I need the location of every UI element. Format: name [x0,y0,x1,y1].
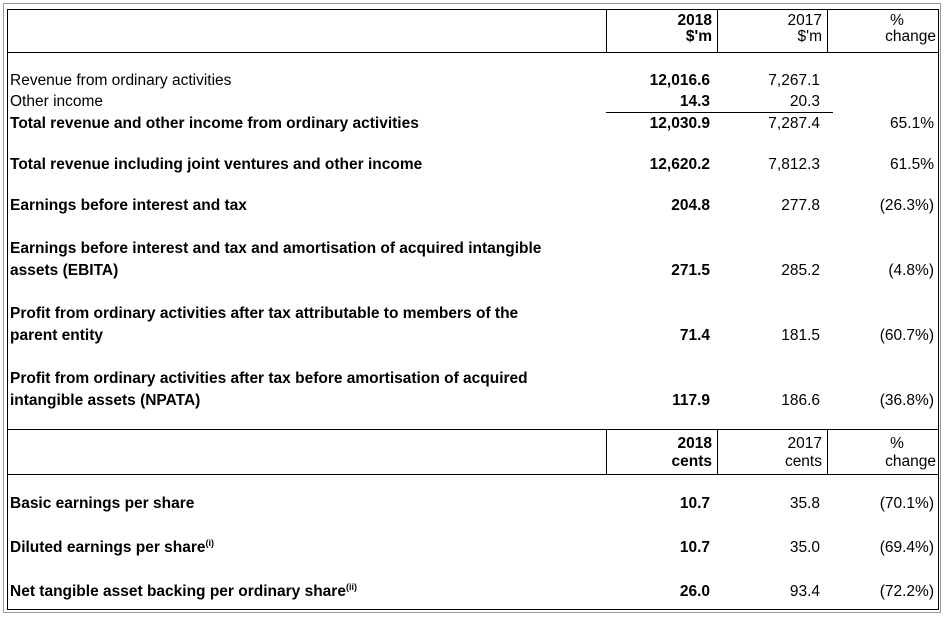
row-ebit-2017: 277.8 [781,197,820,214]
header2-2018: 2018 cents [671,435,713,470]
header2-2017: 2017 cents [784,435,822,470]
row-profit-pct: (60.7%) [879,327,934,344]
row-total-revenue-pct: 65.1% [890,115,934,132]
header2-divider-a [606,429,607,475]
row-npata-pct: (36.8%) [879,392,934,409]
row-nta-label: Net tangible asset backing per ordinary … [10,582,357,601]
header2-top-border [7,429,939,430]
row-ebit-2018: 204.8 [671,197,710,214]
header1-divider-a [606,9,607,53]
row-ebit-pct: (26.3%) [879,197,934,214]
row-total-jv-label: Total revenue including joint ventures a… [10,156,423,173]
row-nta-2017: 93.4 [789,583,820,600]
row-other-income-label: Other income [10,93,104,110]
header1-bottom-border [7,52,939,53]
row-ebita-2018: 271.5 [671,262,710,279]
row-revenue-2017: 7,267.1 [768,72,820,89]
table-right-border [938,9,939,610]
header1-2017: 2017 $'m [787,12,822,45]
row-ebita-label-line1: Earnings before interest and tax and amo… [10,240,542,257]
results-table-frame [3,3,941,613]
row-diluted-eps-2017: 35.0 [789,539,820,556]
subtotal-rule [606,112,833,113]
row-profit-2017: 181.5 [781,327,820,344]
row-other-income-2018: 14.3 [679,93,710,110]
row-basic-eps-2018: 10.7 [679,495,710,512]
row-total-revenue-2017: 7,287.4 [768,115,820,132]
row-diluted-eps-2018: 10.7 [679,539,710,556]
row-npata-label-line1: Profit from ordinary activities after ta… [10,370,528,387]
row-ebita-pct: (4.8%) [888,262,934,279]
row-profit-2018: 71.4 [679,327,710,344]
row-total-jv-2017: 7,812.3 [768,156,820,173]
row-diluted-eps-label: Diluted earnings per share(i) [10,538,215,557]
row-basic-eps-2017: 35.8 [789,495,820,512]
row-total-revenue-2018: 12,030.9 [649,115,710,132]
row-ebita-2017: 285.2 [781,262,820,279]
row-total-jv-pct: 61.5% [890,156,934,173]
header2-pct-change: % change [885,435,936,470]
table-bottom-border [7,609,939,610]
header1-divider-c [827,9,828,53]
row-profit-label-line2: parent entity [10,327,104,344]
row-total-revenue-label: Total revenue and other income from ordi… [10,115,419,132]
header1-divider-b [717,9,718,53]
header2-divider-c [827,429,828,475]
header2-bottom-border [7,474,939,475]
row-npata-2017: 186.6 [781,392,820,409]
header2-divider-b [717,429,718,475]
header1-pct-change: % change [885,12,936,45]
row-nta-2018: 26.0 [679,583,710,600]
row-basic-eps-label: Basic earnings per share [10,495,195,512]
row-other-income-2017: 20.3 [789,93,820,110]
table-top-border [7,9,939,10]
row-npata-2018: 117.9 [672,392,710,409]
row-npata-label-line2: intangible assets (NPATA) [10,392,201,409]
row-ebit-label: Earnings before interest and tax [10,197,247,214]
row-total-jv-2018: 12,620.2 [649,156,710,173]
row-ebita-label-line2: assets (EBITA) [10,262,119,279]
row-profit-label-line1: Profit from ordinary activities after ta… [10,305,519,322]
header1-2018: 2018 $'m [677,12,712,45]
table-left-border [7,9,8,610]
row-diluted-eps-pct: (69.4%) [879,539,934,556]
row-nta-pct: (72.2%) [879,583,934,600]
row-revenue-label: Revenue from ordinary activities [10,72,232,89]
row-basic-eps-pct: (70.1%) [879,495,934,512]
row-revenue-2018: 12,016.6 [649,72,710,89]
